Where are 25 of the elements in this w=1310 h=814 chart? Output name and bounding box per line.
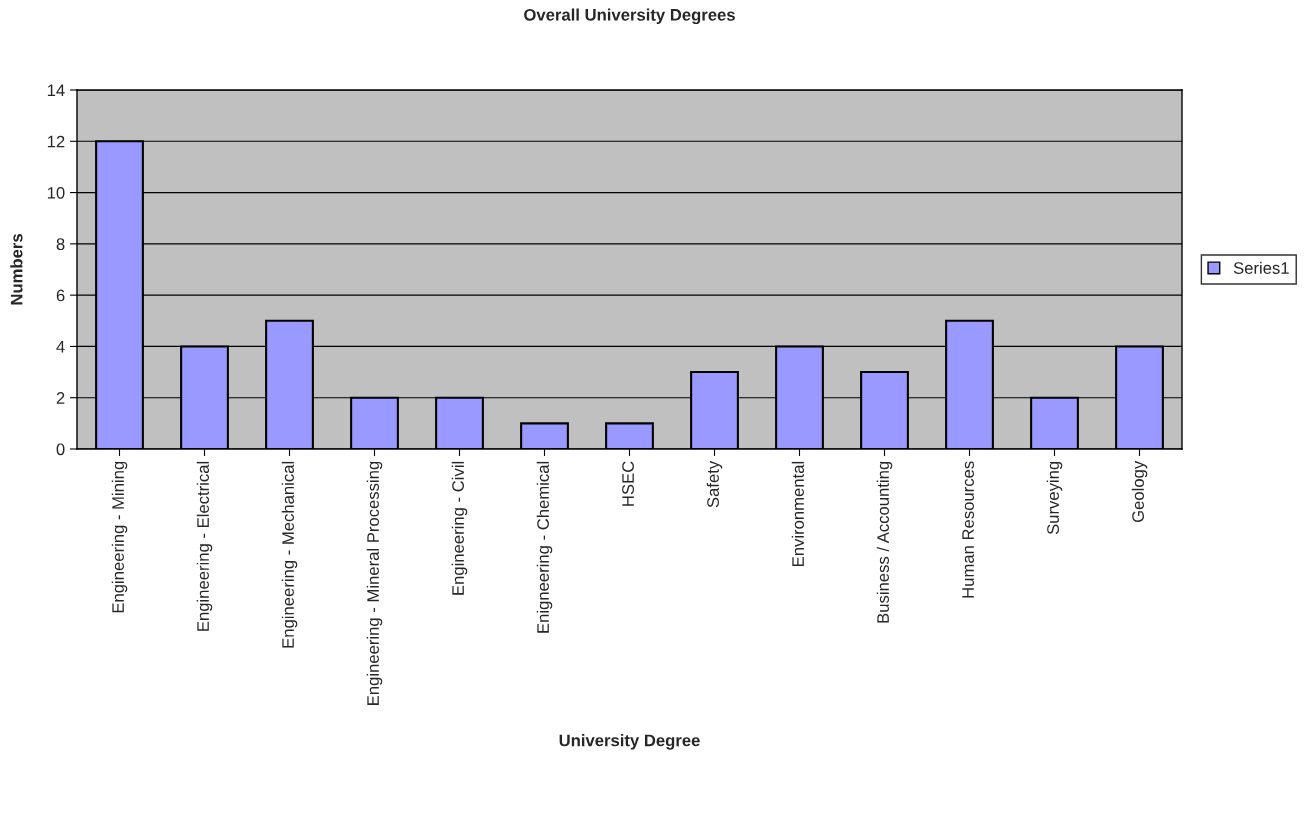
- x-tick-label: Engineering - Mechanical: [281, 461, 298, 648]
- x-tick-label: HSEC: [622, 461, 634, 506]
- chart-title: Overall University Degrees: [524, 8, 735, 25]
- x-tick-label: Engineering - Electrical: [196, 461, 213, 631]
- x-tick-label: Geology: [1131, 460, 1148, 523]
- x-tick-label: Engineering - Mining: [111, 461, 128, 613]
- x-axis-title: University Degree: [559, 734, 700, 750]
- y-tick-label: 0: [56, 443, 65, 456]
- y-tick-label: 8: [56, 238, 65, 251]
- y-tick-label: 4: [56, 341, 65, 353]
- x-tick-label: Engineering - Mineral Processing: [366, 461, 383, 705]
- y-tick-label: 14: [47, 84, 65, 97]
- x-tick-label: Human Resources: [962, 461, 974, 598]
- x-tick-label: Business / Accounting: [876, 461, 893, 623]
- x-tick-label: Enigneering - Chemical: [536, 461, 553, 633]
- y-tick-label: 6: [56, 289, 65, 302]
- x-tick-label: Surveying: [1046, 461, 1063, 535]
- y-axis-title: Numbers: [10, 234, 23, 305]
- x-tick-label: Environmental: [791, 461, 804, 566]
- y-tick-label: 12: [47, 135, 65, 148]
- x-tick-label: Engineering - Civil: [451, 461, 468, 595]
- legend-label: Series1: [1233, 261, 1289, 274]
- x-tick-label: Safety: [706, 460, 723, 508]
- y-tick-label: 10: [47, 186, 65, 199]
- y-tick-label: 2: [56, 392, 65, 404]
